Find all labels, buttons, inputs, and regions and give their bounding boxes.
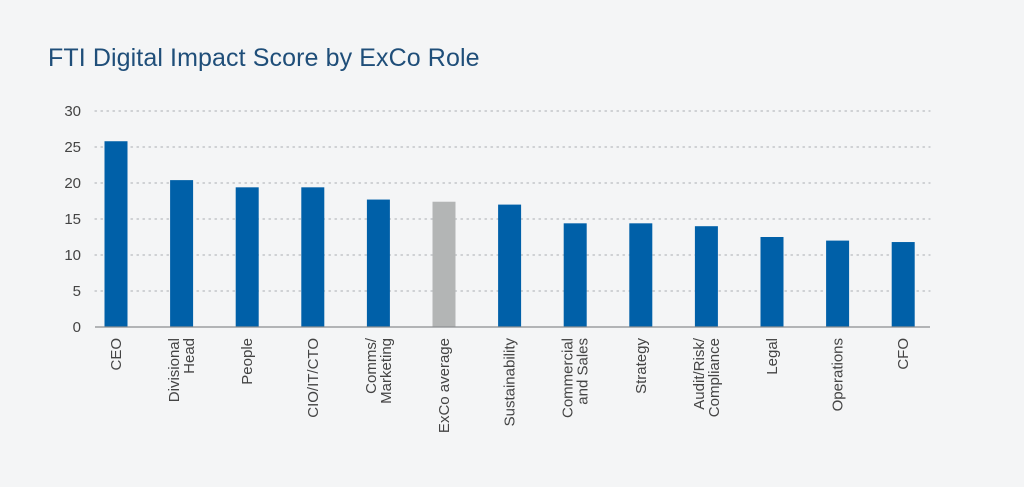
y-tick-label: 15	[64, 211, 81, 228]
x-tick-label: CFO	[895, 338, 912, 370]
x-tick-label: CIO/IT/CTO	[305, 338, 322, 418]
y-tick-label: 10	[64, 247, 81, 264]
x-tick-label: ExCo average	[436, 338, 453, 433]
chart-title: FTI Digital Impact Score by ExCo Role	[48, 44, 480, 72]
bar-strategy	[629, 223, 653, 327]
bar-legal	[760, 237, 784, 327]
bar-ceo	[104, 141, 128, 327]
x-tick-label: Commercialand Sales	[560, 338, 592, 418]
bar-comms-marketing	[366, 199, 390, 327]
y-tick-label: 0	[73, 319, 81, 336]
y-tick-label: 5	[73, 283, 81, 300]
y-tick-label: 30	[64, 103, 81, 120]
bar-exco-average	[432, 201, 456, 327]
bar-audit-risk-compliance	[694, 226, 718, 327]
x-tick-label: Comms/Marketing	[363, 337, 395, 404]
x-tick-label: Strategy	[633, 338, 650, 394]
x-tick-label: Legal	[764, 338, 781, 375]
bar-sustainability	[498, 204, 522, 327]
y-tick-label: 20	[64, 175, 81, 192]
x-tick-label: Operations	[830, 338, 847, 411]
x-tick-label: Audit/Risk/Compliance	[691, 337, 723, 417]
bar-commercial-and-sales	[563, 223, 587, 327]
bar-people	[235, 187, 259, 327]
x-tick-label: People	[239, 338, 256, 385]
bar-cio-it-cto	[301, 187, 325, 327]
bar-operations	[826, 240, 850, 327]
x-tick-label: DivisionalHead	[166, 338, 198, 402]
x-tick-label: CEO	[108, 338, 125, 371]
bar-cfo	[891, 242, 915, 327]
bar-divisional-head	[170, 180, 194, 327]
x-tick-label: Sustainability	[502, 338, 519, 427]
y-tick-label: 25	[64, 139, 81, 156]
